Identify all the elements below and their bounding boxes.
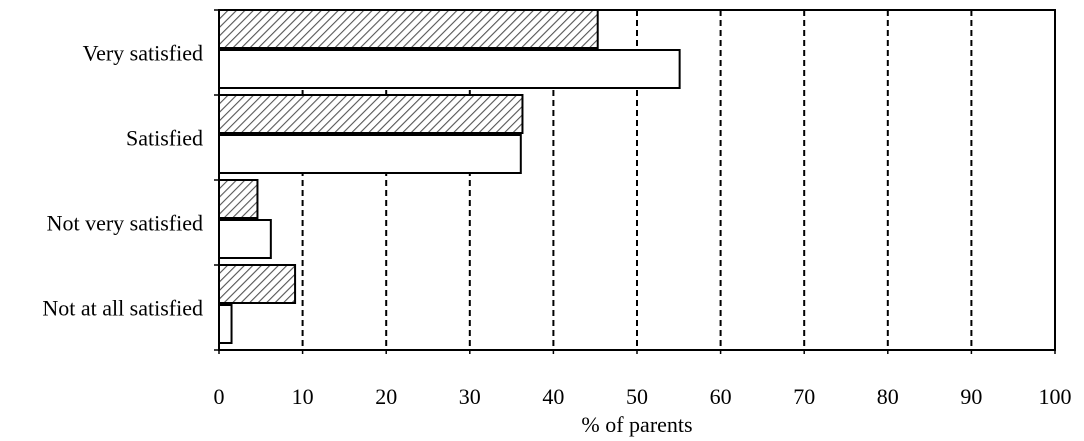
x-tick-label: 60: [710, 384, 732, 409]
bar-hatched: [218, 9, 599, 49]
category-label: Not at all satisfied: [42, 296, 203, 321]
bar-white: [218, 304, 233, 344]
x-tick-label: 50: [626, 384, 648, 409]
bars: [218, 9, 681, 344]
x-tick-label: 10: [292, 384, 314, 409]
bar-hatched: [218, 179, 259, 219]
axes: [214, 9, 1056, 354]
x-tick-label: 100: [1039, 384, 1072, 409]
bar-white: [218, 134, 522, 174]
plot-frame: [218, 9, 1056, 351]
category-label: Satisfied: [126, 126, 203, 151]
category-labels: Very satisfied Satisfied Not very satisfie…: [42, 41, 203, 321]
bar-white: [218, 219, 272, 259]
x-axis-label: % of parents: [581, 412, 692, 437]
x-tick-label: 70: [793, 384, 815, 409]
bar-hatched: [218, 94, 524, 134]
bar-white: [218, 49, 681, 89]
x-tick-label: 0: [214, 384, 225, 409]
category-label: Very satisfied: [83, 41, 203, 66]
x-tick-label: 20: [375, 384, 397, 409]
category-label: Not very satisfied: [47, 211, 203, 236]
x-tick-labels: 0 10 20 30 40 50 60 70 80 90 100: [214, 384, 1072, 409]
grid-lines: [301, 10, 973, 350]
x-tick-label: 40: [542, 384, 564, 409]
x-tick-label: 90: [960, 384, 982, 409]
bar-hatched: [218, 264, 297, 304]
x-tick-label: 80: [877, 384, 899, 409]
x-tick-label: 30: [459, 384, 481, 409]
